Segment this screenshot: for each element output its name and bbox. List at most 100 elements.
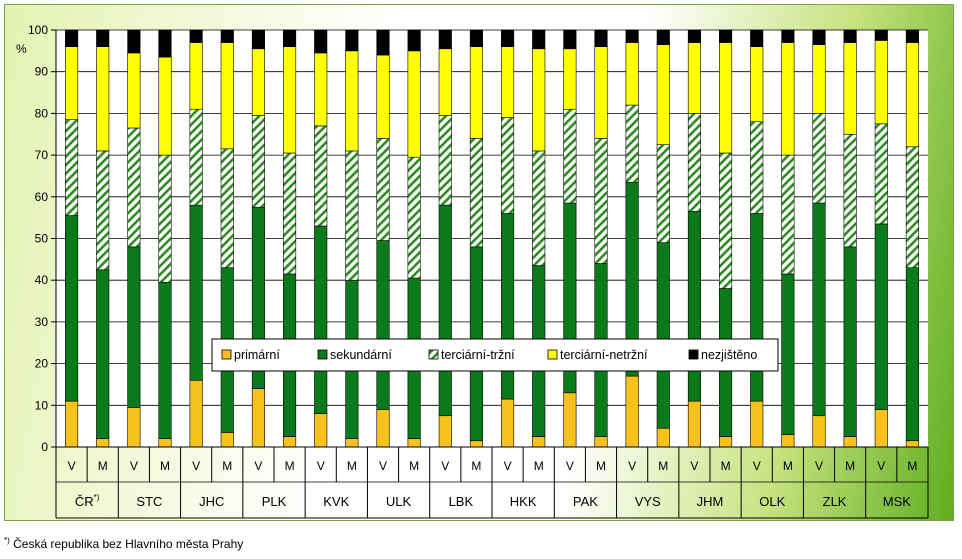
legend-label-terciární-tržní: terciární-tržní [441,348,515,362]
bar-ULK-M-terciární-tržní [407,156,421,279]
bar-KVK-V-terciární-netržní [314,52,328,127]
bar-ZLK-M-terciární-netržní [843,42,857,135]
sub-label-ZLK-M: M [845,459,855,473]
bar-ULK-V-sekundární [376,240,390,410]
bar-ČR-V-sekundární [65,215,79,402]
bar-STC-M-nezjištěno [158,29,172,58]
bar-OLK-V-nezjištěno [750,29,764,47]
bar-JHC-M-primární [220,432,234,448]
bar-OLK-M-terciární-netržní [781,42,795,156]
sub-label-ULK-V: V [379,459,387,473]
y-tick-label-40: 40 [35,273,49,287]
bar-ULK-M-terciární-netržní [407,50,421,158]
bar-ULK-V-nezjištěno [376,29,390,56]
bar-PLK-M-nezjištěno [283,29,297,47]
sub-label-LBK-M: M [471,459,481,473]
bar-HKK-M-nezjištěno [532,29,546,50]
legend-label-nezjištěno: nezjištěno [701,348,757,362]
bar-LBK-M-nezjištěno [469,29,483,47]
y-tick-label-100: 100 [28,23,48,37]
bar-LBK-M-terciární-tržní [469,138,483,248]
y-tick-label-20: 20 [35,357,49,371]
group-label-VYS: VYS [635,494,661,509]
sub-label-PAK-M: M [596,459,606,473]
bar-STC-V-sekundární [127,246,141,408]
bar-VYS-M-nezjištěno [656,29,670,45]
group-label-MSK: MSK [883,494,912,509]
bar-ZLK-V-sekundární [812,202,826,417]
bar-MSK-V-primární [874,409,888,448]
legend-label-sekundární: sekundární [330,348,392,362]
bar-ČR-M-terciární-tržní [96,150,110,271]
bar-VYS-V-terciární-netržní [625,42,639,106]
bar-ULK-V-terciární-netržní [376,54,390,139]
y-tick-label-90: 90 [35,65,49,79]
bar-JHC-V-terciární-tržní [189,108,203,206]
bar-OLK-V-sekundární [750,213,764,402]
bar-ČR-V-primární [65,400,79,448]
sub-label-JHM-V: V [690,459,698,473]
bar-VYS-V-nezjištěno [625,29,639,43]
bar-ULK-V-primární [376,409,390,448]
stacked-bar-chart: 0 10 20 30 40 50 60 70 80 90 100% V M V M V M V M V M V M V M V M… [16,23,929,519]
group-label-HKK: HKK [510,494,537,509]
bar-ZLK-V-primární [812,415,826,448]
bar-JHC-M-terciární-netržní [220,42,234,150]
bar-JHC-V-nezjištěno [189,29,203,43]
group-label-ULK: ULK [386,494,412,509]
bar-HKK-V-terciární-tržní [501,117,515,214]
bar-PAK-M-terciární-netržní [594,46,608,139]
bar-PAK-V-primární [563,392,577,448]
sub-label-STC-M: M [160,459,170,473]
bar-MSK-M-nezjištěno [905,29,919,43]
bar-MSK-V-terciární-tržní [874,123,888,225]
y-tick-label-80: 80 [35,106,49,120]
bar-LBK-V-sekundární [438,204,452,417]
bar-STC-M-primární [158,438,172,448]
x-axis-categories: V M V M V M V M V M V M V M V M V M V M V M V M V M V M ČR*) STC JHC PL… [55,447,929,519]
footnote: *) Česká republika bez Hlavního města Pr… [4,536,243,551]
bar-HKK-V-nezjištěno [501,29,515,47]
bar-JHC-V-primární [189,379,203,448]
sub-label-ČR-M: M [98,459,108,473]
bar-MSK-M-sekundární [905,267,919,442]
bar-ZLK-V-terciární-tržní [812,113,826,204]
bar-STC-V-terciární-tržní [127,127,141,248]
bar-OLK-V-primární [750,400,764,448]
bar-PAK-V-terciární-tržní [563,108,577,204]
bar-HKK-V-terciární-netržní [501,46,515,118]
group-label-JHM: JHM [697,494,724,509]
bar-ZLK-M-nezjištěno [843,29,857,43]
bar-KVK-M-primární [345,438,359,448]
bar-ULK-V-terciární-tržní [376,138,390,241]
bar-VYS-M-terciární-tržní [656,144,670,243]
group-label-STC: STC [136,494,162,509]
bar-JHM-M-terciární-tržní [719,152,733,289]
bar-PLK-V-terciární-tržní [251,115,265,208]
sub-label-LBK-V: V [441,459,449,473]
sub-label-JHM-M: M [721,459,731,473]
legend-box [211,338,779,372]
bar-ZLK-V-terciární-netržní [812,44,826,114]
bar-KVK-V-terciární-tržní [314,125,328,227]
bar-OLK-M-primární [781,434,795,448]
bar-ČR-M-nezjištěno [96,29,110,47]
bar-MSK-M-terciární-netržní [905,42,919,148]
group-label-PAK: PAK [573,494,598,509]
y-tick-label-0: 0 [41,440,48,454]
bar-STC-M-terciární-tržní [158,154,172,283]
group-label-JHC: JHC [199,494,224,509]
legend-label-terciární-netržní: terciární-netržní [560,348,648,362]
bar-OLK-V-terciární-netržní [750,46,764,123]
bar-ČR-M-primární [96,438,110,448]
bar-PLK-V-primární [251,388,265,448]
bar-PAK-M-primární [594,436,608,448]
y-tick-label-30: 30 [35,315,49,329]
sub-label-PLK-V: V [254,459,262,473]
bar-KVK-V-primární [314,413,328,448]
bar-STC-V-nezjištěno [127,29,141,54]
footnote-marker: *) [4,536,10,545]
bar-ČR-M-terciární-netržní [96,46,110,152]
bar-MSK-V-nezjištěno [874,29,888,41]
bar-ČR-V-terciární-netržní [65,46,79,120]
